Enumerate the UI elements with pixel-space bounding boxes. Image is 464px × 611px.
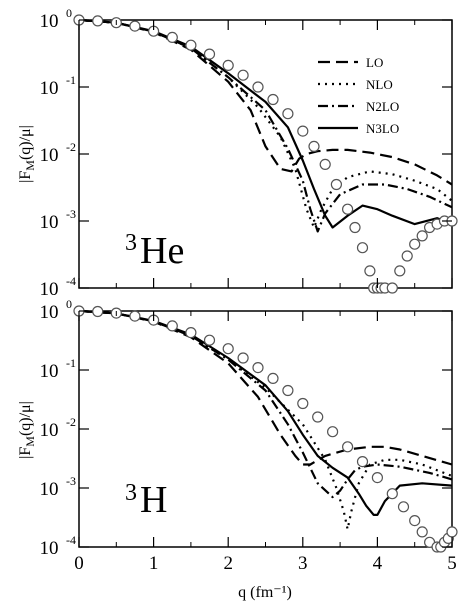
data-point-circle: [129, 310, 141, 322]
data-point-circle: [282, 108, 294, 120]
data-point-circle: [185, 327, 197, 339]
data-point-circle: [203, 48, 216, 60]
y-tick-exponent: -1: [66, 356, 76, 370]
series-line-nlo: [78, 309, 453, 531]
data-point-circle: [356, 242, 369, 254]
data-point-circle: [222, 343, 234, 355]
data-point-circle: [349, 221, 361, 234]
y-tick-exponent: -4: [66, 533, 76, 547]
data-point-circle: [416, 230, 428, 242]
data-point-circle: [330, 178, 342, 191]
data-point-circle: [386, 488, 398, 500]
data-point-circle: [252, 362, 264, 374]
data-point-circle: [297, 125, 309, 137]
legend: LO NLO N2LO N3LO: [318, 55, 399, 136]
data-point-circle: [297, 397, 309, 410]
data-point-circle: [312, 411, 324, 423]
data-point-circle: [267, 372, 279, 384]
ticks-top: 10 0 10 -1 10 -2 10 -3 10 -4: [40, 6, 453, 300]
y-tick-exponent: -4: [66, 274, 76, 288]
data-point-circle: [92, 15, 104, 27]
data-point-circle: [342, 203, 354, 215]
series-line-nlo: [78, 18, 453, 229]
data-point-circle: [371, 472, 383, 484]
data-point-circle: [386, 282, 398, 294]
nucleus-sup-bottom: 3: [125, 480, 137, 506]
y-tick-label: 10: [40, 420, 59, 441]
data-point-circle: [222, 59, 234, 72]
x-tick-label: 3: [298, 553, 308, 574]
y-tick-label: 10: [40, 302, 59, 323]
x-tick-label: 1: [149, 553, 159, 574]
data-point-circle: [342, 441, 354, 453]
data-point-circle: [397, 501, 410, 513]
legend-label-n3lo: N3LO: [366, 121, 399, 136]
series-line-n3lo: [78, 18, 453, 229]
data-point-circle: [282, 384, 294, 397]
data-point-circle: [252, 81, 264, 93]
y-tick-exponent: -3: [66, 474, 76, 488]
data-point-circle: [364, 265, 376, 277]
series-line-lo: [78, 309, 453, 466]
legend-label-n2lo: N2LO: [366, 99, 399, 114]
y-tick-label: 10: [40, 78, 59, 99]
y-tick-label: 10: [40, 145, 59, 166]
x-axis-label: q (fm⁻¹): [238, 584, 292, 601]
y-tick-exponent: -1: [66, 73, 76, 87]
ticks-bottom: 0 1 2 3 4 5 10 0 10 -1 10 -2 10 -3 10 -4: [40, 297, 457, 574]
data-point-circle: [409, 514, 421, 527]
y-tick-label: 10: [40, 361, 59, 382]
data-point-circle: [166, 320, 178, 332]
x-tick-label: 2: [223, 553, 233, 574]
y-tick-label: 10: [40, 538, 59, 559]
x-tick-label: 4: [373, 553, 383, 574]
data-point-circle: [237, 352, 249, 364]
panel-top: 10 0 10 -1 10 -2 10 -3 10 -4 LO NLO N2LO N3LO 3 He |…: [17, 6, 458, 300]
data-point-circle: [203, 334, 216, 346]
legend-label-lo: LO: [366, 55, 383, 70]
data-point-circle: [401, 250, 413, 262]
data-point-circle: [394, 265, 406, 277]
y-tick-label: 10: [40, 279, 59, 300]
data-point-circle: [92, 305, 104, 318]
data-point-circle: [267, 93, 279, 106]
data-point-circle: [129, 20, 141, 32]
nucleus-symbol-top: He: [140, 230, 184, 272]
data-point-circle: [237, 69, 249, 81]
data-point-circle: [409, 238, 421, 250]
y-axis-label-bottom: |FM(q)/μ|: [17, 401, 37, 459]
data-point-circle: [166, 31, 178, 44]
data-point-circle: [356, 456, 369, 468]
y-tick-exponent: 0: [66, 297, 72, 311]
data-point-circle: [327, 426, 339, 438]
data-point-circle: [319, 158, 331, 170]
y-axis-label-top: |FM(q)/μ|: [17, 125, 37, 183]
y-tick-label: 10: [40, 479, 59, 500]
x-tick-label: 0: [74, 553, 84, 574]
nucleus-symbol-bottom: H: [140, 479, 167, 521]
series-group-top: [73, 14, 458, 294]
x-tick-label: 5: [447, 553, 457, 574]
nucleus-sup-top: 3: [125, 230, 137, 256]
data-point-circle: [416, 526, 428, 538]
y-tick-exponent: -2: [66, 140, 76, 154]
y-tick-exponent: -3: [66, 207, 76, 221]
data-point-circle: [308, 140, 320, 152]
data-point-circle: [446, 526, 458, 538]
data-point-circle: [185, 39, 197, 51]
y-tick-exponent: -2: [66, 415, 76, 429]
legend-label-nlo: NLO: [366, 77, 393, 92]
y-tick-label: 10: [40, 11, 59, 32]
y-tick-exponent: 0: [66, 6, 72, 20]
y-tick-label: 10: [40, 212, 59, 233]
